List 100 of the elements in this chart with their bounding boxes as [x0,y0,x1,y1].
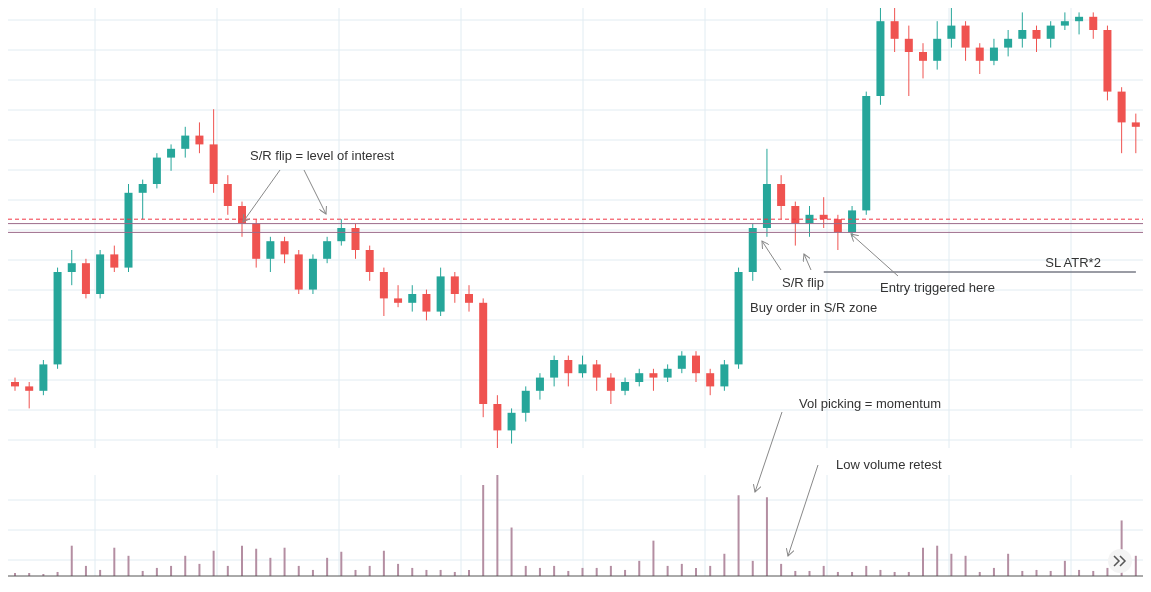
bar [723,553,726,576]
candlestick [947,8,956,49]
candlestick [323,236,332,264]
bar [397,563,400,576]
candlestick [408,284,417,313]
candlestick [535,372,544,401]
bar [751,560,754,576]
candlestick [1131,113,1140,154]
bar [255,548,258,576]
candlestick [692,350,700,383]
annotation: S/R flip [782,275,824,290]
bar [964,555,967,576]
bar [865,565,868,576]
candlestick [649,368,658,392]
bar [1063,560,1066,576]
candlestick [1060,11,1069,31]
bar [936,545,939,576]
candlestick [1004,29,1013,57]
text: Low volume retest [836,457,942,472]
bar [340,551,343,576]
candlestick [223,174,232,216]
bar [1007,553,1010,576]
bar [382,550,385,576]
bar [482,485,485,576]
candlestick [11,377,19,392]
candlestick [67,249,76,286]
candlestick [933,20,942,71]
bar [269,557,272,576]
candlestick [465,284,473,313]
candlestick [904,25,913,97]
candlestick [550,355,559,387]
candlestick [266,236,275,273]
candlestick [450,271,459,304]
candlestick [791,201,800,247]
bar [780,563,783,576]
bar [170,565,173,576]
bar [1134,555,1137,576]
bar [553,565,556,576]
candlestick [848,205,857,238]
annotation: Entry triggered here [880,280,995,295]
candlestick [337,218,346,247]
annotation: Vol picking = momentum [799,396,941,411]
bar [709,565,712,576]
bar [765,497,768,576]
bar [184,555,187,576]
candlestick [677,350,686,374]
bar [950,553,953,576]
candlestick [394,284,403,308]
candlestick [365,245,374,282]
candlestick [989,38,998,66]
bar [241,545,243,576]
bar [226,565,229,576]
candlestick [819,196,828,229]
candlestick [167,143,176,172]
bar [84,565,87,576]
candlestick [564,355,573,387]
candlestick [25,381,34,409]
bar [666,565,669,576]
candlestick [1089,11,1098,40]
bar [212,550,215,576]
candlestick [890,8,899,53]
candlestick [1032,25,1041,53]
bar [496,475,499,576]
bar [198,563,201,576]
candlestick [592,359,601,392]
bar [368,565,371,576]
candlestick [720,359,729,392]
candlestick [777,174,786,220]
candlestick [1018,11,1027,49]
annotation: S/R flip = level of interest [250,148,395,163]
candlestick [110,245,119,273]
bar [737,495,740,576]
candlestick [706,368,715,396]
candlestick [280,236,289,264]
bar [524,565,527,576]
candlestick [1075,11,1084,35]
bar [326,557,329,576]
candlestick [606,372,615,405]
bar [609,565,612,576]
candlestick [578,355,587,379]
candlestick [138,179,147,220]
bar [922,547,924,576]
bar [70,545,73,576]
bar [638,560,641,576]
bar [680,563,683,576]
candlestick [195,121,204,154]
bar [127,555,130,576]
bar [283,547,286,576]
candlestick [1046,20,1055,49]
bar [822,565,825,576]
candlestick [521,385,530,423]
candlestick [181,126,190,159]
bar [113,547,116,576]
bar [652,540,655,576]
candlestick [422,289,431,321]
candlestick [919,42,927,79]
candlestick [975,42,984,75]
ref-line-label: SL ATR*2 [1045,255,1101,270]
candlestick [507,407,516,445]
bar [297,565,300,576]
